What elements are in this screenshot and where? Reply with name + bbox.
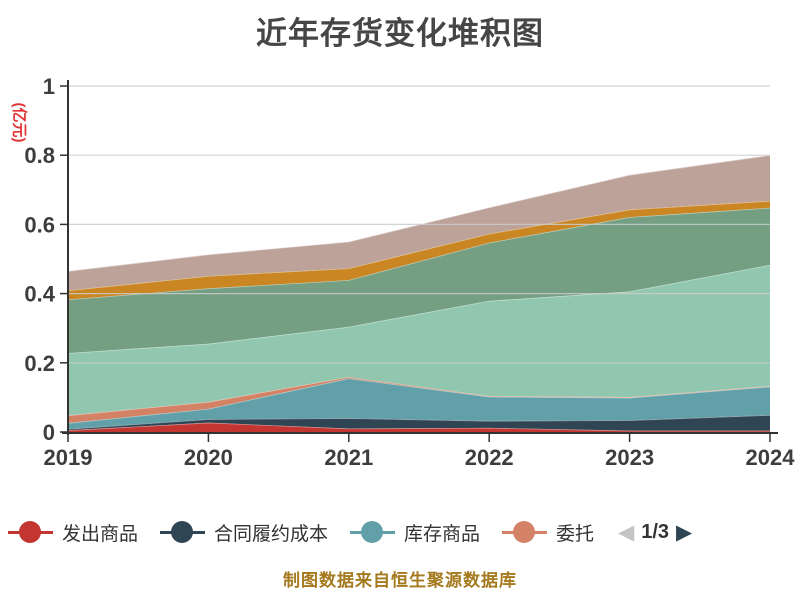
area-series-group <box>67 154 771 432</box>
x-axis-label: 2021 <box>324 445 373 470</box>
legend-item-label: 合同履约成本 <box>214 523 329 545</box>
area-series-5 <box>68 264 770 416</box>
stacked-area-plot: 0 0.2 0.4 0.6 0.8 1 2019 2020 2021 2022 2023 2024 <box>24 74 796 470</box>
area-series-2 <box>68 415 770 431</box>
x-axis-label: 2023 <box>605 445 654 470</box>
area-series-8 <box>68 155 770 291</box>
chart-title: 近年存货变化堆积图 <box>256 16 544 51</box>
x-axis-label: 2019 <box>44 445 93 470</box>
x-axis-label: 2022 <box>465 445 514 470</box>
legend-item-label: 委托 <box>556 523 595 545</box>
y-axis-label: 0.4 <box>24 282 55 307</box>
x-axis-labels-group: 2019 2020 2021 2022 2023 2024 <box>44 445 796 470</box>
area-series-3 <box>68 378 770 429</box>
legend-item-1[interactable]: 发出商品 <box>8 519 138 546</box>
y-axis-labels-group: 0 0.2 0.4 0.6 0.8 1 <box>24 74 55 445</box>
y-axis-label: 0.2 <box>24 351 55 376</box>
legend-marker-icon <box>502 521 548 543</box>
legend-marker-icon <box>160 521 206 543</box>
axes-group <box>60 80 778 442</box>
area-series-7 <box>68 200 770 300</box>
gridlines-group <box>68 85 770 364</box>
legend-pager: ◀ 1/3 ▶ <box>618 521 692 544</box>
legend-item-2[interactable]: 合同履约成本 <box>160 519 328 546</box>
y-axis-label: 0.8 <box>24 143 55 168</box>
source-caption: 制图数据来自恒生聚源数据库 <box>283 571 517 590</box>
y-axis-label: 0.6 <box>24 212 55 237</box>
legend-item-4[interactable]: 委托 <box>502 519 594 546</box>
legend-item-3[interactable]: 库存商品 <box>350 519 480 546</box>
legend-marker-icon <box>8 521 53 543</box>
x-axis-label: 2020 <box>184 445 233 470</box>
legend: 发出商品 合同履约成本 库存商品 委托 ◀ 1/3 ▶ <box>8 516 794 548</box>
x-axis-label: 2024 <box>746 445 796 470</box>
y-axis-label: 1 <box>43 74 55 99</box>
legend-next-icon[interactable]: ▶ <box>676 520 693 544</box>
legend-prev-icon[interactable]: ◀ <box>618 520 635 544</box>
legend-item-label: 库存商品 <box>404 523 481 545</box>
area-series-1 <box>68 422 770 432</box>
legend-page-indicator: 1/3 <box>641 520 670 543</box>
legend-item-label: 发出商品 <box>62 523 139 545</box>
legend-marker-icon <box>350 521 396 543</box>
area-series-6 <box>68 207 770 354</box>
y-axis-label: 0 <box>43 420 55 445</box>
